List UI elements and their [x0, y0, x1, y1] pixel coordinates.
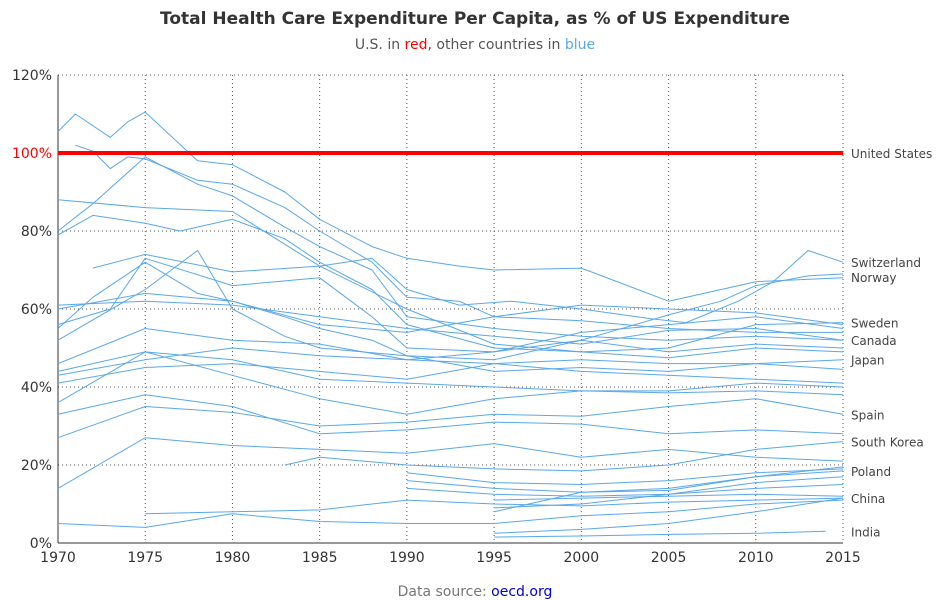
series-lines	[57, 111, 844, 538]
series-label-sweden: Sweden	[851, 317, 898, 331]
x-tick-label: 1975	[127, 550, 163, 566]
x-tick-label: 1990	[389, 550, 425, 566]
series-line-other-country	[57, 499, 844, 528]
series-label-canada: Canada	[851, 334, 897, 348]
series-label-india: India	[851, 525, 880, 539]
series-line-other-country	[57, 351, 844, 392]
series-line-poland	[406, 470, 844, 493]
series-line-other-country	[57, 394, 844, 435]
y-tick-label: 120%	[12, 68, 52, 84]
series-label-south-korea: South Korea	[851, 436, 924, 450]
x-tick-label: 1995	[476, 550, 512, 566]
series-line-other-country	[145, 497, 844, 515]
series-label-china: China	[851, 492, 885, 506]
chart-title: Total Health Care Expenditure Per Capita…	[160, 9, 790, 29]
series-line-other-country	[57, 250, 844, 361]
series-line-other-country	[494, 476, 844, 509]
series-line-canada	[57, 300, 844, 345]
series-line-other-country	[75, 144, 843, 333]
source-link[interactable]: oecd.org	[491, 584, 552, 600]
series-label-switzerland: Switzerland	[851, 256, 921, 270]
x-tick-label: 1970	[40, 550, 76, 566]
series-label-japan: Japan	[850, 354, 884, 368]
series-line-other-country	[57, 328, 844, 384]
series-line-other-country	[57, 292, 844, 333]
series-line-other-country	[57, 214, 844, 359]
source-note: Data source: oecd.org	[398, 584, 553, 600]
y-tick-label: 100%	[12, 146, 52, 162]
series-line-other-country	[57, 261, 844, 372]
x-tick-label: 2015	[825, 550, 861, 566]
subtitle-red-word: red	[405, 37, 428, 53]
source-label: Data source:	[398, 584, 492, 600]
series-label-poland: Poland	[851, 465, 891, 479]
series-line-south-korea	[284, 441, 844, 472]
series-line-norway	[57, 257, 844, 353]
subtitle-middle: , other countries in	[428, 37, 565, 53]
series-line-other-country	[57, 351, 844, 415]
series-line-china	[494, 497, 844, 534]
series-line-other-country	[57, 437, 844, 489]
series-label-united-states: United States	[851, 147, 932, 161]
series-line-other-country	[406, 484, 844, 497]
series-label-norway: Norway	[851, 271, 897, 285]
series-line-other-country	[57, 316, 844, 376]
y-tick-label: 20%	[21, 458, 52, 474]
series-label-spain: Spain	[851, 408, 885, 422]
series-line-sweden	[57, 199, 844, 353]
subtitle-prefix: U.S. in	[355, 37, 405, 53]
series-line-japan	[57, 359, 844, 384]
series-line-india	[494, 530, 826, 538]
x-tick-label: 2000	[564, 550, 600, 566]
axes: 1970 1975 1980 1985 1990 1995 2000 2005 2010 2015…	[12, 68, 861, 566]
series-line-other-country	[493, 466, 844, 513]
series-line-other-country	[57, 156, 844, 341]
x-tick-label: 2005	[651, 550, 687, 566]
y-tick-label: 0%	[30, 536, 52, 552]
series-line-switzerland	[92, 250, 844, 324]
x-tick-label: 1985	[302, 550, 338, 566]
series-line-spain	[57, 398, 844, 439]
y-tick-label: 40%	[21, 380, 52, 396]
x-tick-label: 1980	[215, 550, 251, 566]
series-line-other-country	[57, 111, 844, 302]
y-tick-label: 80%	[21, 224, 52, 240]
grid	[57, 74, 844, 544]
subtitle-blue-word: blue	[565, 37, 595, 53]
y-tick-label: 60%	[21, 302, 52, 318]
chart-subtitle: U.S. in red, other countries in blue	[355, 37, 595, 53]
x-tick-label: 2010	[738, 550, 774, 566]
series-line-other-country	[406, 468, 844, 485]
